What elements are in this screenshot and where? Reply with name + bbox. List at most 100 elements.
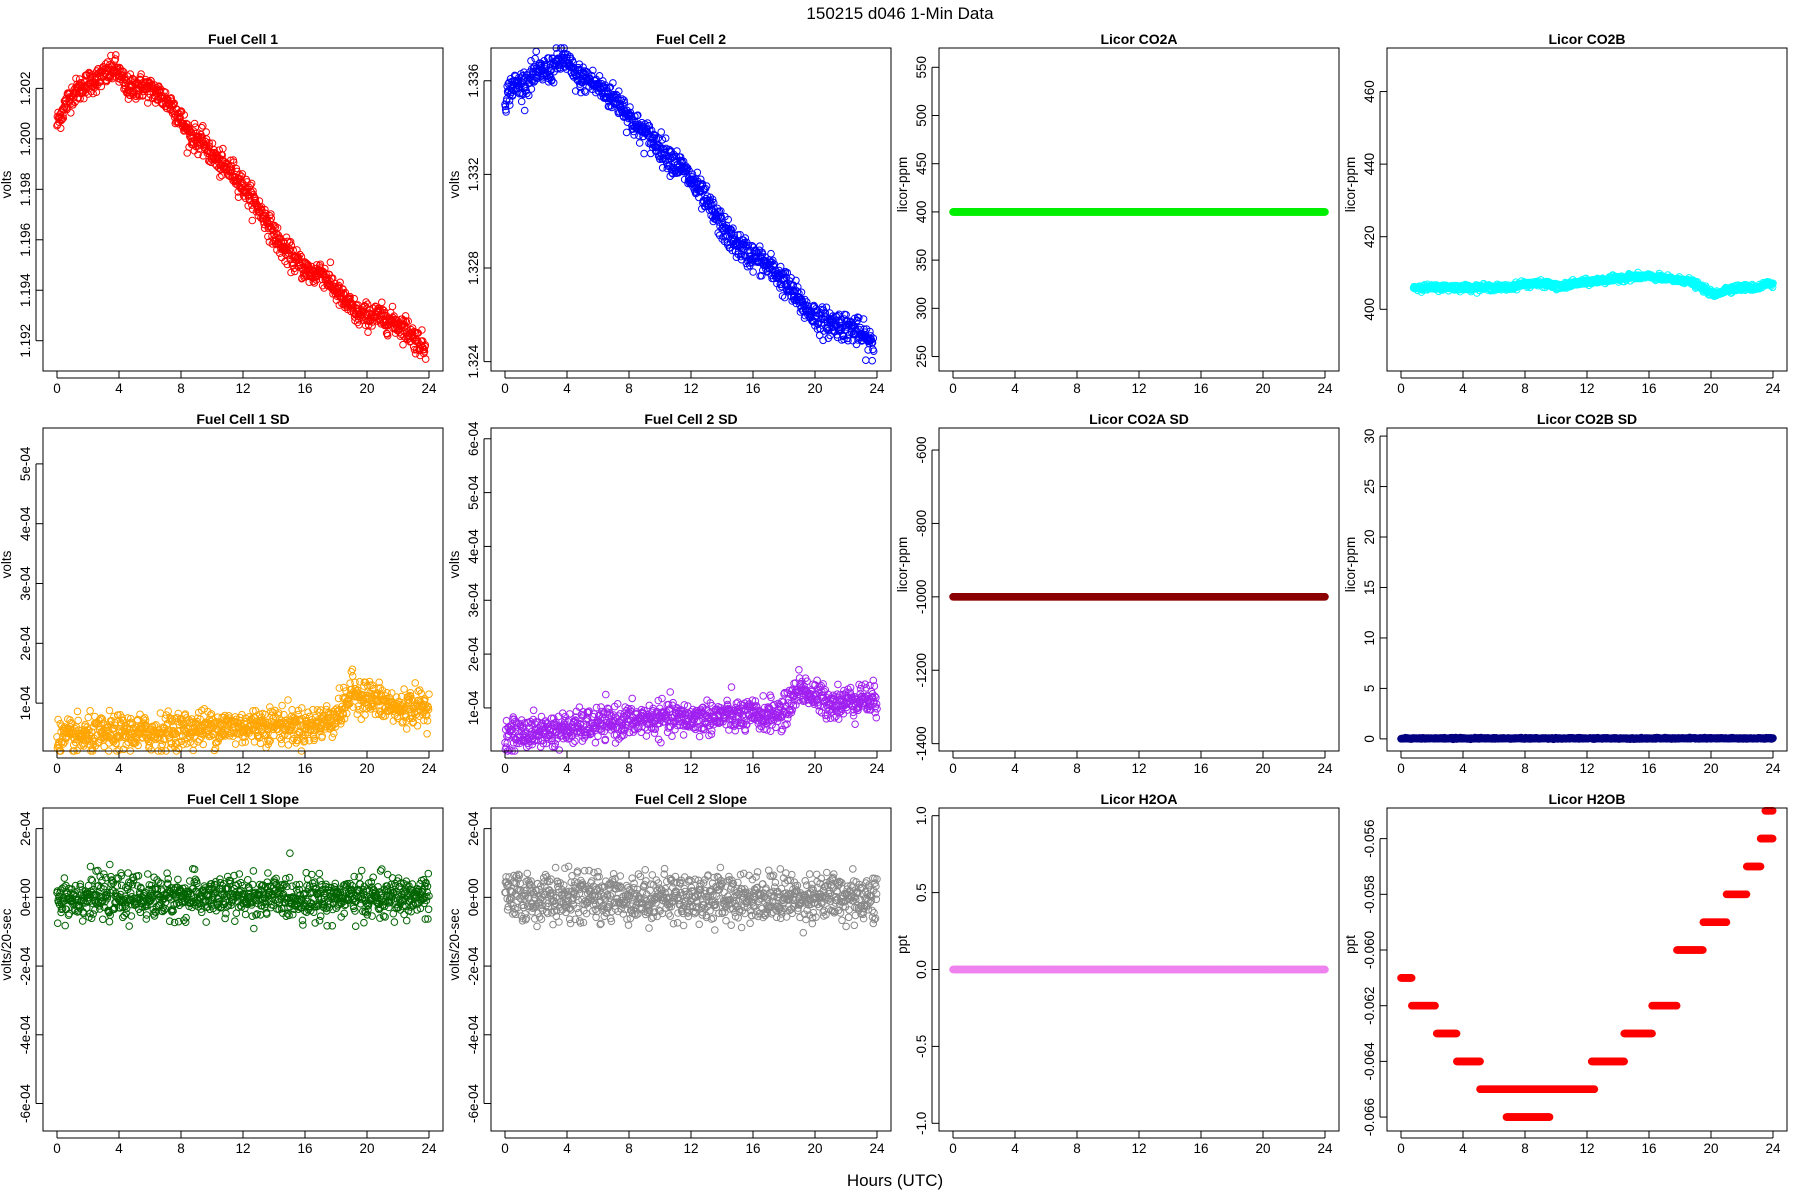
x-tick-label: 8	[177, 381, 185, 396]
x-tick-label: 4	[1011, 381, 1019, 396]
x-tick-label: 16	[745, 381, 760, 396]
x-tick-label: 24	[421, 761, 437, 776]
data-point	[529, 706, 538, 715]
data-point	[421, 355, 430, 363]
x-tick-label: 0	[949, 381, 957, 396]
data-point	[361, 711, 369, 719]
data-point	[350, 294, 359, 303]
panel-title: Licor CO2A	[1100, 31, 1177, 47]
y-tick-label: 300	[914, 297, 929, 320]
data-point	[278, 701, 286, 710]
panel-title: Fuel Cell 2 SD	[644, 411, 737, 427]
y-tick-label: 550	[914, 56, 929, 79]
data-point	[284, 696, 292, 704]
data-point	[180, 111, 188, 119]
data-point	[284, 741, 293, 749]
y-tick-label: 5e-04	[18, 446, 33, 481]
y-tick-label: 1.324	[466, 344, 481, 378]
data-point	[778, 292, 787, 300]
data-point	[92, 88, 101, 96]
x-tick-label: 4	[563, 381, 571, 396]
data-points	[501, 666, 881, 755]
data-point	[401, 317, 410, 325]
data-point	[635, 139, 644, 147]
x-tick-label: 24	[421, 381, 437, 396]
data-point	[118, 67, 127, 75]
data-point	[296, 250, 304, 259]
panel-title: Licor CO2B	[1548, 31, 1625, 47]
data-point	[231, 740, 240, 748]
panel-0: Fuel Cell 10 4 8 12 16 20 241.1921.1941.1961.1…	[0, 31, 444, 396]
data-point	[501, 102, 510, 111]
x-tick-label: 12	[235, 761, 250, 776]
panel-grid: Fuel Cell 10 4 8 12 16 20 241.1921.1941.1961.1…	[0, 31, 1788, 1156]
data-points	[1409, 268, 1777, 301]
data-point	[780, 293, 789, 302]
data-point	[219, 144, 227, 153]
x-tick-label: 8	[625, 381, 633, 396]
data-point	[321, 264, 329, 273]
x-tick-label: 20	[1255, 381, 1270, 396]
data-point	[267, 214, 276, 223]
data-point	[202, 128, 210, 136]
data-point	[164, 707, 172, 716]
data-point	[326, 258, 335, 267]
data-point	[58, 105, 67, 113]
data-point	[74, 716, 82, 725]
data-point	[112, 51, 120, 59]
x-tick-label: 0	[501, 381, 509, 396]
data-point	[197, 133, 206, 141]
data-point	[408, 328, 417, 337]
x-tick-label: 8	[177, 761, 185, 776]
data-point	[58, 115, 67, 124]
data-point	[302, 271, 311, 280]
data-point	[229, 158, 238, 166]
y-tick-label: 1.200	[18, 122, 33, 156]
data-point	[767, 249, 775, 258]
x-tick-label: 24	[869, 381, 885, 396]
data-point	[234, 193, 243, 201]
data-point	[348, 665, 357, 674]
data-point	[84, 713, 92, 722]
data-point	[266, 217, 275, 226]
data-point	[375, 316, 384, 325]
data-point	[749, 268, 757, 276]
x-tick-label: 24	[1317, 381, 1333, 396]
data-point	[267, 210, 275, 218]
data-point	[389, 313, 397, 322]
data-point	[418, 326, 426, 334]
y-tick-label: 250	[914, 345, 929, 368]
x-tick-label: 8	[1521, 381, 1529, 396]
data-point	[183, 120, 192, 129]
data-point	[364, 328, 372, 337]
data-point	[425, 690, 433, 699]
data-point	[390, 312, 398, 320]
y-tick-label: 350	[914, 249, 929, 272]
data-point	[532, 47, 541, 56]
panel-4: Fuel Cell 1 SD0 4 8 12 16 20 241e-042e-043e-04…	[0, 411, 444, 776]
data-point	[336, 278, 344, 287]
data-point	[283, 237, 292, 246]
data-point	[189, 127, 198, 135]
data-point	[97, 82, 106, 91]
data-point	[357, 715, 366, 724]
data-point	[288, 706, 296, 714]
y-tick-label: 1.336	[466, 64, 481, 98]
panel-1: Fuel Cell 20 4 8 12 16 20 241.3241.3281.3321.3…	[447, 31, 892, 396]
data-point	[105, 706, 114, 715]
data-points	[949, 208, 1329, 216]
x-tick-label: 0	[53, 381, 61, 396]
data-point	[423, 730, 431, 738]
data-point	[135, 92, 144, 100]
plot-frame	[1386, 47, 1788, 372]
data-points	[501, 44, 878, 365]
data-point	[86, 707, 94, 715]
y-tick-label: 1.328	[466, 251, 481, 285]
y-tick-label: 400	[914, 201, 929, 224]
data-point	[421, 341, 430, 349]
data-point	[57, 116, 66, 125]
y-tick-label: 4e-04	[18, 506, 33, 541]
data-point	[67, 109, 75, 117]
data-point	[199, 740, 207, 749]
